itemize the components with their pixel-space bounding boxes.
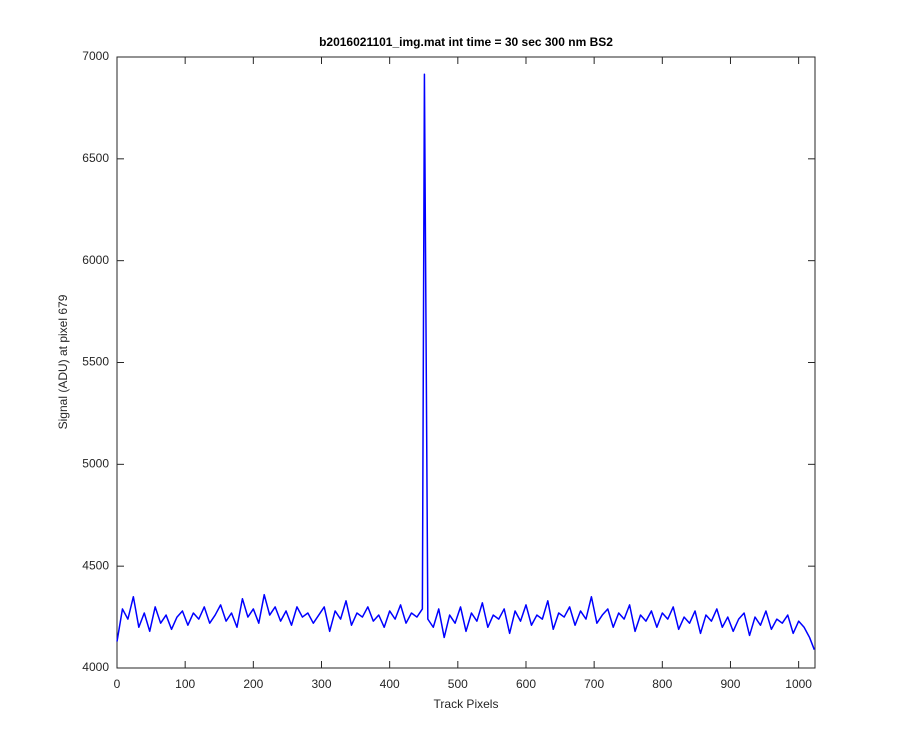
x-tick-label: 700	[584, 677, 604, 691]
x-tick-label: 500	[448, 677, 468, 691]
x-tick-label: 300	[311, 677, 331, 691]
y-tick-label: 6000	[82, 253, 109, 267]
y-tick-label: 4000	[82, 660, 109, 674]
x-tick-label: 900	[720, 677, 740, 691]
x-tick-label: 400	[380, 677, 400, 691]
y-tick-label: 7000	[82, 49, 109, 63]
y-axis-label: Signal (ADU) at pixel 679	[56, 294, 70, 429]
x-tick-label: 100	[175, 677, 195, 691]
y-tick-label: 4500	[82, 558, 109, 572]
x-tick-label: 0	[114, 677, 121, 691]
y-tick-label: 6500	[82, 151, 109, 165]
y-tick-label: 5500	[82, 355, 109, 369]
data-line	[116, 73, 816, 650]
plot-box	[116, 56, 816, 669]
y-tick-label: 5000	[82, 457, 109, 471]
chart-title: b2016021101_img.mat int time = 30 sec 30…	[319, 35, 613, 49]
x-tick-label: 1000	[785, 677, 812, 691]
x-tick-label: 200	[243, 677, 263, 691]
x-axis-label: Track Pixels	[434, 697, 499, 711]
x-tick-label: 600	[516, 677, 536, 691]
x-tick-label: 800	[652, 677, 672, 691]
